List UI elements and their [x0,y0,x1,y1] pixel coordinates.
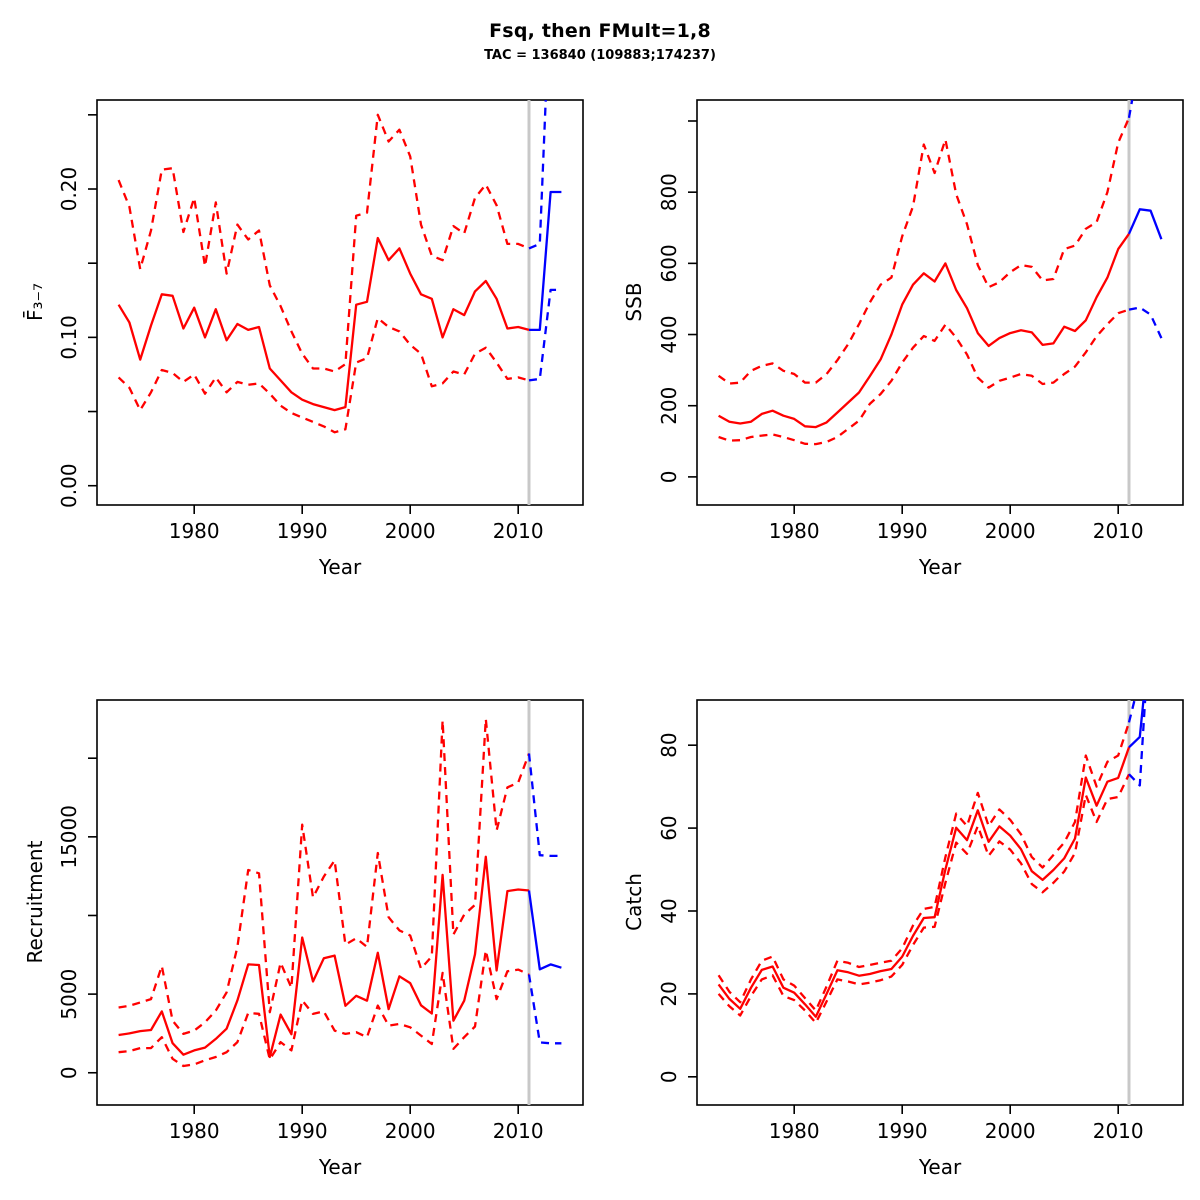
y-tick-label: 20 [657,981,681,1006]
forecast-median-line [527,890,562,971]
forecast-lower-ci-line [528,288,562,382]
data-area [117,100,562,505]
data-area [118,700,562,1105]
plot-box [696,99,1184,506]
history-lower-ci-line [718,308,1130,446]
history-upper-ci-line [117,113,530,373]
x-axis-label-year-4: Year [918,1155,962,1179]
x-tick-label: 1980 [769,1119,820,1143]
y-tick-label: 60 [657,815,681,840]
history-lower-ci-line [118,949,530,1068]
x-tick-label: 1980 [169,519,220,543]
history-median-line [117,236,530,412]
forecast-upper-ci-line [1127,700,1136,723]
panel-recruitment: 1980 1990 2000 2010 0 5000 15000 [57,699,584,1143]
y-axis-label-recruitment: Recruitment [23,840,47,964]
y-axis-label-ssb: SSB [622,282,646,322]
forecast-upper-ci-line [1127,100,1134,119]
panel-f: 1980 1990 2000 2010 0.00 0.10 0.20 [57,99,584,543]
history-median-line [718,233,1130,429]
history-lower-ci-line [117,316,530,434]
y-tick-label: 0.20 [57,167,81,212]
y-axis-label-catch: Catch [622,873,646,931]
data-area [717,700,1147,1105]
x-tick-label: 2010 [1093,1119,1144,1143]
history-upper-ci-line [118,717,531,1036]
y-tick-label: 600 [657,244,681,282]
forecast-median-line [1128,700,1145,749]
y-tick-label: 5000 [57,969,81,1020]
forecast-lower-ci-line [1128,700,1147,787]
forecast-upper-ci-line [528,100,547,250]
forecast-median-line [1127,208,1163,240]
x-axis-label-year-2: Year [918,555,962,579]
history-upper-ci-line [717,722,1131,1012]
x-tick-label: 1980 [169,1119,220,1143]
x-tick-label: 1980 [769,519,820,543]
forecast-median-line [529,190,562,332]
x-tick-label: 2000 [385,519,436,543]
plot-box [96,699,584,1106]
x-tick-label: 1990 [277,519,328,543]
history-lower-ci-line [717,773,1131,1025]
x-tick-label: 2010 [493,519,544,543]
y-tick-label: 800 [657,173,681,211]
forecast-upper-ci-line [527,753,562,858]
y-tick-label: 200 [657,387,681,425]
y-tick-label: 0 [57,1066,81,1079]
y-tick-label: 80 [657,732,681,757]
figure-subtitle: TAC = 136840 (109883;174237) [484,48,716,63]
plot-box [96,99,584,506]
forecast-lower-ci-line [1128,306,1163,339]
y-tick-label: 0 [657,1070,681,1083]
figure-title: Fsq, then FMult=1,8 [489,20,711,42]
x-tick-label: 1990 [877,1119,928,1143]
x-tick-label: 2000 [985,1119,1036,1143]
panel-catch: 1980 1990 2000 2010 0 20 40 60 80 [657,699,1184,1143]
x-tick-label: 2000 [985,519,1036,543]
x-tick-label: 1990 [277,1119,328,1143]
y-tick-label: 0.10 [57,315,81,360]
x-axis-label-year-3: Year [318,1155,362,1179]
history-median-line [118,855,530,1059]
x-axis-label-year-1: Year [318,555,362,579]
y-axis-label-fbar: F̄₃₋₇ [23,282,47,322]
panel-ssb: 1980 1990 2000 2010 0 200 400 600 800 [657,99,1184,543]
x-tick-label: 2010 [1093,519,1144,543]
x-tick-label: 2000 [385,1119,436,1143]
y-tick-label: 40 [657,898,681,923]
plot-box [696,699,1184,1106]
x-tick-label: 1990 [877,519,928,543]
history-upper-ci-line [717,117,1131,385]
x-tick-label: 2010 [493,1119,544,1143]
data-area [717,100,1163,505]
y-tick-label: 15000 [57,805,81,869]
y-tick-label: 400 [657,315,681,353]
y-tick-label: 0.00 [57,463,81,508]
y-tick-label: 0 [657,471,681,484]
forecast-lower-ci-line [527,974,562,1045]
history-median-line [717,746,1131,1018]
